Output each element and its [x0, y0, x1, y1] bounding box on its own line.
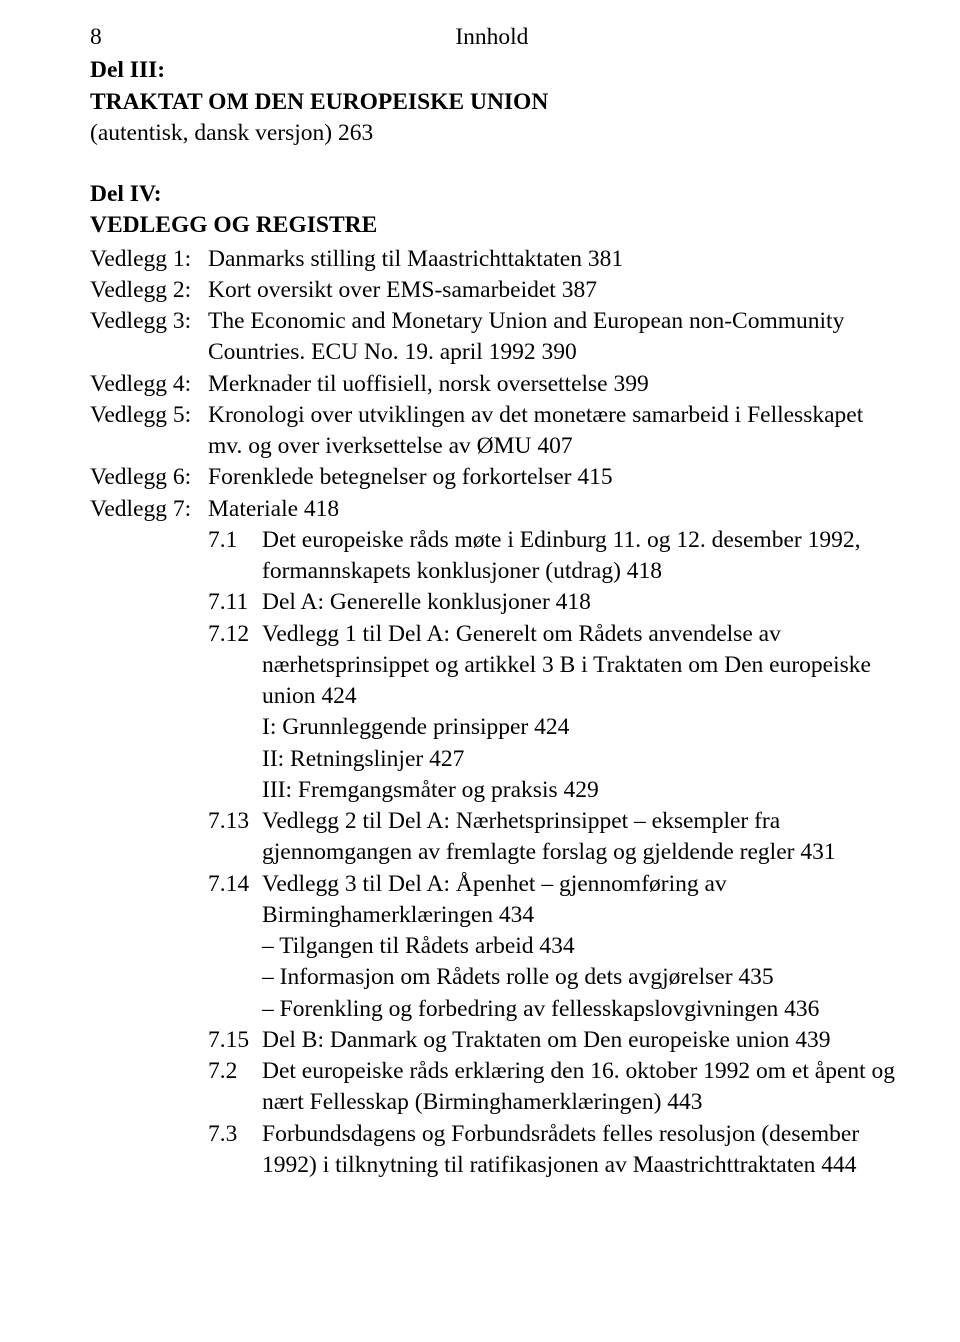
page-container: 8 Innhold Del III: TRAKTAT OM DEN EUROPE… — [0, 0, 960, 1221]
vedlegg-row: Vedlegg 6: Forenklede betegnelser og for… — [90, 462, 902, 493]
vedlegg-label: Vedlegg 7: — [90, 494, 208, 525]
sub-text: Del A: Generelle konklusjoner 418 — [262, 587, 902, 618]
sub-7-14-c: – Forenkling og forbedring av fellesskap… — [208, 994, 902, 1025]
sub-7-3: 7.3 Forbundsdagens og Forbundsrådets fel… — [208, 1119, 902, 1182]
vedlegg-label: Vedlegg 6: — [90, 462, 208, 493]
vedlegg-text: Kronologi over utviklingen av det monetæ… — [208, 400, 902, 463]
sub-num: 7.12 — [208, 619, 262, 650]
vedlegg-label: Vedlegg 3: — [90, 306, 208, 337]
vedlegg-label: Vedlegg 4: — [90, 369, 208, 400]
sub-num: 7.3 — [208, 1119, 262, 1150]
vedlegg-row: Vedlegg 5: Kronologi over utviklingen av… — [90, 400, 902, 463]
sub-num: 7.13 — [208, 806, 262, 837]
vedlegg-label: Vedlegg 1: — [90, 244, 208, 275]
sub-num: 7.11 — [208, 587, 262, 618]
header-spacer — [882, 22, 902, 53]
sub-7-14: 7.14 Vedlegg 3 til Del A: Åpenhet – gjen… — [208, 869, 902, 932]
vedlegg-row: Vedlegg 1: Danmarks stilling til Maastri… — [90, 244, 902, 275]
vedlegg-text: Forenklede betegnelser og forkortelser 4… — [208, 462, 902, 493]
del3-title: TRAKTAT OM DEN EUROPEISKE UNION — [90, 87, 902, 118]
sub-7-14-b: – Informasjon om Rådets rolle og dets av… — [208, 962, 902, 993]
sub-7-14-a: – Tilgangen til Rådets arbeid 434 — [208, 931, 902, 962]
vedlegg-row: Vedlegg 4: Merknader til uoffisiell, nor… — [90, 369, 902, 400]
sub-num: 7.14 — [208, 869, 262, 900]
sub-7-15: 7.15 Del B: Danmark og Traktaten om Den … — [208, 1025, 902, 1056]
sub-num: 7.1 — [208, 525, 262, 556]
vedlegg-label: Vedlegg 5: — [90, 400, 208, 431]
sub-7-13: 7.13 Vedlegg 2 til Del A: Nærhetsprinsip… — [208, 806, 902, 869]
sub-text: Vedlegg 1 til Del A: Generelt om Rådets … — [262, 619, 902, 713]
sub-text: Del B: Danmark og Traktaten om Den europ… — [262, 1025, 902, 1056]
vedlegg-list: Vedlegg 1: Danmarks stilling til Maastri… — [90, 244, 902, 1182]
sub-7-2: 7.2 Det europeiske råds erklæring den 16… — [208, 1056, 902, 1119]
sub-7-11: 7.11 Del A: Generelle konklusjoner 418 — [208, 587, 902, 618]
sub-num: 7.2 — [208, 1056, 262, 1087]
vedlegg-text: Danmarks stilling til Maastrichttaktaten… — [208, 244, 902, 275]
vedlegg-text: The Economic and Monetary Union and Euro… — [208, 306, 902, 369]
vedlegg-row: Vedlegg 7: Materiale 418 — [90, 494, 902, 525]
sub-text: Forbundsdagens og Forbundsrådets felles … — [262, 1119, 902, 1182]
page-number: 8 — [90, 22, 102, 53]
vedlegg-text: Materiale 418 — [208, 494, 902, 525]
sub-7-12-ii: II: Retningslinjer 427 — [208, 744, 902, 775]
vedlegg-text: Merknader til uoffisiell, norsk oversett… — [208, 369, 902, 400]
vedlegg-row: Vedlegg 2: Kort oversikt over EMS-samarb… — [90, 275, 902, 306]
sub-text: Vedlegg 3 til Del A: Åpenhet – gjennomfø… — [262, 869, 902, 932]
subitem-row: 7.1 Det europeiske råds møte i Edinburg … — [90, 525, 902, 1181]
sub-7-12: 7.12 Vedlegg 1 til Del A: Generelt om Rå… — [208, 619, 902, 713]
subitem-block: 7.1 Det europeiske råds møte i Edinburg … — [208, 525, 902, 1181]
sub-7-1: 7.1 Det europeiske råds møte i Edinburg … — [208, 525, 902, 588]
sub-text: Det europeiske råds erklæring den 16. ok… — [262, 1056, 902, 1119]
sub-num: 7.15 — [208, 1025, 262, 1056]
sub-7-12-iii: III: Fremgangsmåter og praksis 429 — [208, 775, 902, 806]
del3-paren: (autentisk, dansk versjon) 263 — [90, 118, 902, 149]
sub-text: Det europeiske råds møte i Edinburg 11. … — [262, 525, 902, 588]
vedlegg-label: Vedlegg 2: — [90, 275, 208, 306]
running-title: Innhold — [102, 22, 882, 53]
del4-title: VEDLEGG OG REGISTRE — [90, 210, 902, 241]
sub-text: Vedlegg 2 til Del A: Nærhetsprinsippet –… — [262, 806, 902, 869]
sub-7-12-i: I: Grunnleggende prinsipper 424 — [208, 712, 902, 743]
del4-heading: Del IV: — [90, 179, 902, 210]
running-header: 8 Innhold — [90, 22, 902, 53]
vedlegg-text: Kort oversikt over EMS-samarbeidet 387 — [208, 275, 902, 306]
vedlegg-row: Vedlegg 3: The Economic and Monetary Uni… — [90, 306, 902, 369]
del3-heading: Del III: — [90, 55, 902, 86]
